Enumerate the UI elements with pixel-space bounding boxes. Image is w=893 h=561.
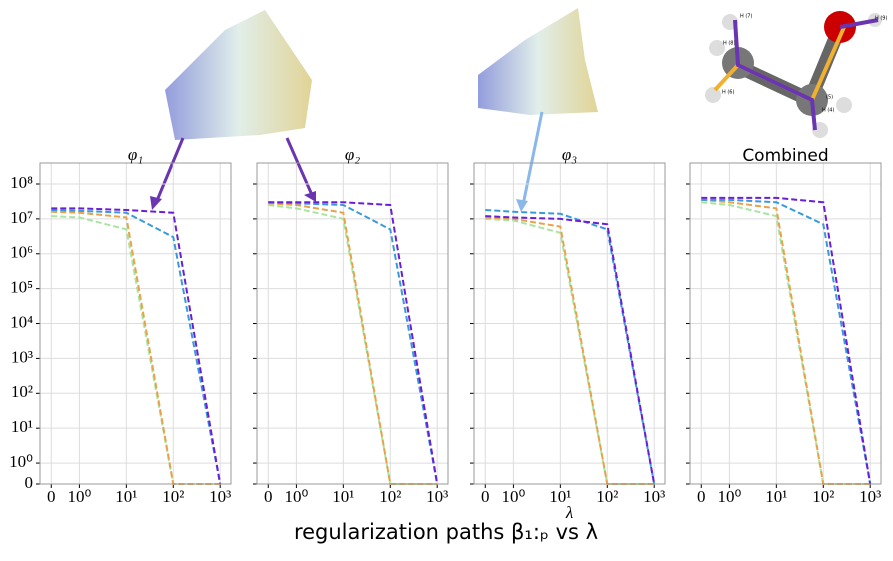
x-tick-label: 10¹ [332, 487, 354, 506]
series-line [51, 208, 222, 485]
x-tick-label: 0 [47, 487, 56, 506]
series-line [268, 201, 439, 485]
chart-title: φ₁ [128, 145, 143, 164]
y-tick-label: 10⁵ [10, 278, 33, 297]
x-tick-label: 0 [697, 487, 706, 506]
x-tick-label: 10² [162, 487, 184, 506]
x-tick-label: 10² [596, 487, 618, 506]
atom-label: H (7) [740, 14, 752, 20]
molecule: H (7) H (8) H (6) (5) H (4) H (9) [705, 11, 887, 138]
series-line [701, 198, 872, 485]
x-tick-label: 10¹ [115, 487, 137, 506]
arrows [150, 111, 544, 212]
plot-frame [689, 162, 882, 485]
chart-title: Combined [742, 146, 828, 166]
subplot: 0 10⁰ 10¹ 10² 10³ 10⁴ 10⁵ 10⁶ 10⁷ 10⁸ 0 10⁰ 10¹ 10² 10… [9, 145, 232, 506]
series-line [701, 196, 872, 485]
series-line [268, 201, 439, 485]
y-tick-label: 0 [25, 473, 34, 492]
x-tick-label: 0 [481, 487, 490, 506]
subplot: 0 10⁰ 10¹ 10² 10³ Combined [686, 146, 882, 506]
x-tick-label: 10¹ [765, 487, 787, 506]
series-line [51, 215, 221, 485]
y-tick-label: 10³ [11, 347, 33, 366]
plot-frame [256, 162, 449, 485]
y-tick-label: 10² [11, 382, 33, 401]
plot-frame [39, 162, 232, 485]
embedding-cloud [165, 10, 312, 140]
y-tick-label: 10⁸ [10, 173, 33, 192]
series-line [485, 215, 656, 485]
series-line [268, 202, 438, 485]
y-tick-label: 10⁴ [10, 312, 33, 331]
embedding-cloud [478, 8, 598, 115]
x-tick-label: 10⁰ [68, 487, 92, 506]
x-tick-label: 10⁰ [285, 487, 309, 506]
chart-title: φ₂ [345, 145, 360, 164]
x-tick-label: 10³ [859, 487, 881, 506]
chart-title: φ₃ [562, 145, 577, 164]
atom-label: H (9) [875, 16, 887, 22]
y-tick-label: 10⁶ [10, 243, 33, 262]
y-tick-label: 10⁰ [9, 452, 33, 471]
x-tick-label: 10¹ [549, 487, 571, 506]
x-tick-label: 10² [379, 487, 401, 506]
x-axis-label: λ [565, 503, 573, 522]
subplot: 0 10⁰ 10¹ 10² 10³ φ₂ [253, 145, 449, 506]
figure-caption: regularization paths β₁:ₚ vs λ [294, 520, 598, 544]
series-line [51, 207, 222, 485]
atom-label: H (8) [723, 41, 735, 47]
x-tick-label: 10⁰ [718, 487, 742, 506]
x-tick-label: 0 [264, 487, 273, 506]
subplot: 0 10⁰ 10¹ 10² 10³ φ₃ λ [470, 145, 666, 522]
atom-label: H (4) [822, 108, 834, 114]
x-tick-label: 10³ [209, 487, 231, 506]
series-line [485, 208, 656, 485]
x-tick-label: 10⁰ [502, 487, 526, 506]
x-tick-label: 10³ [643, 487, 665, 506]
y-tick-label: 10⁷ [10, 208, 33, 227]
x-tick-label: 10³ [426, 487, 448, 506]
x-tick-label: 10² [812, 487, 834, 506]
plot-frame [473, 162, 666, 485]
y-tick-label: 10¹ [11, 417, 33, 436]
atom-label: (5) [826, 95, 833, 101]
series-line [51, 210, 221, 485]
atom-label: H (6) [722, 90, 734, 96]
